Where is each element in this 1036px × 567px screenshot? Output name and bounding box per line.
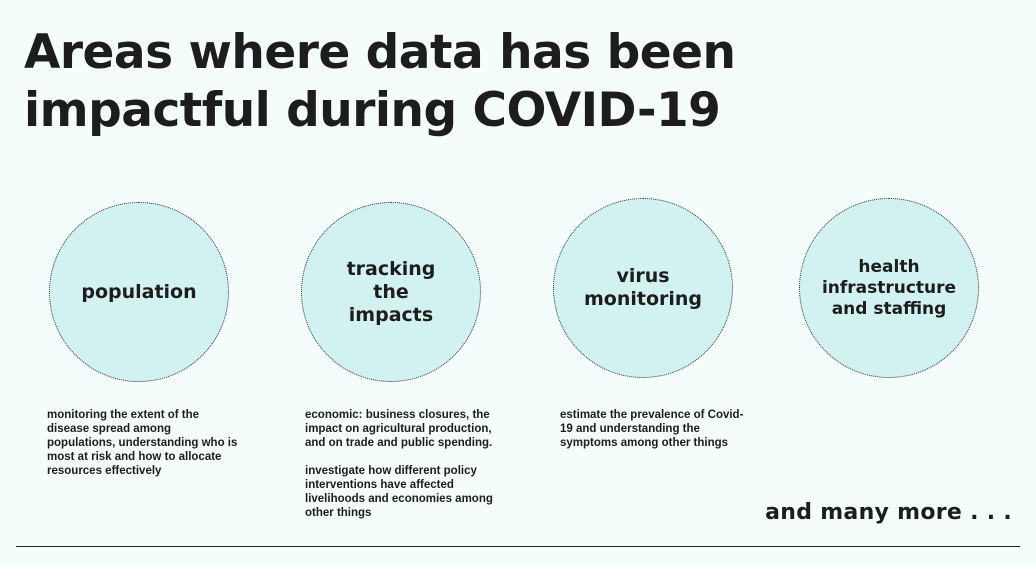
area-circle-health-infrastructure: health infrastructure and staffing <box>799 198 979 378</box>
bottom-divider <box>16 546 1020 547</box>
area-circle-tracking-impacts: tracking the impacts <box>301 202 481 382</box>
area-description-population: monitoring the extent of the disease spr… <box>47 408 242 478</box>
and-many-more-text: and many more . . . <box>765 500 1012 525</box>
area-circle-population: population <box>49 202 229 382</box>
page-title: Areas where data has been impactful duri… <box>24 24 736 140</box>
page-title-line-2: impactful during COVID-19 <box>24 83 721 138</box>
area-label-virus-monitoring: virus monitoring <box>583 265 703 310</box>
area-circle-virus-monitoring: virus monitoring <box>553 198 733 378</box>
description-text: economic: business closures, the impact … <box>305 409 493 449</box>
description-text: monitoring the extent of the disease spr… <box>47 409 238 477</box>
area-label-health-infrastructure: health infrastructure and staffing <box>821 256 957 319</box>
area-description-tracking-impacts: economic: business closures, the impact … <box>305 408 500 520</box>
description-text: estimate the prevalence of Covid-19 and … <box>560 409 744 449</box>
area-label-population: population <box>81 280 197 303</box>
area-label-tracking-impacts: tracking the impacts <box>346 257 436 326</box>
area-description-virus-monitoring: estimate the prevalence of Covid-19 and … <box>560 408 750 450</box>
page-title-line-1: Areas where data has been <box>24 25 736 80</box>
description-text: investigate how different policy interve… <box>305 465 493 519</box>
